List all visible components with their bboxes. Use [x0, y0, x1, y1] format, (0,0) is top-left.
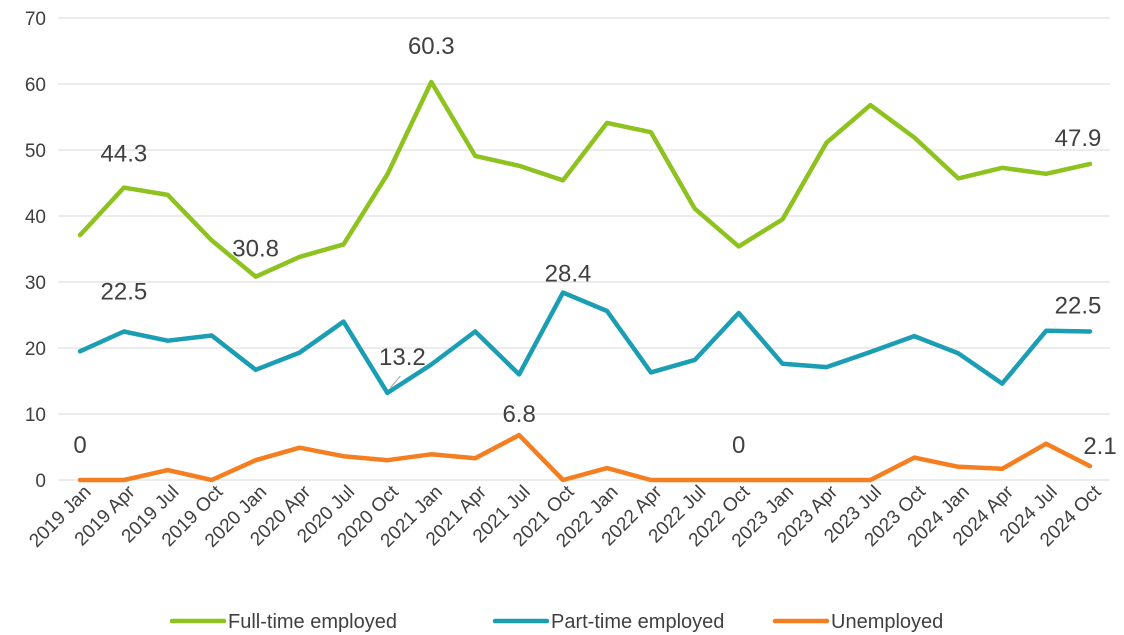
- data-labels: 44.3 30.8 60.3 47.9 22.5 13.2 28.4 22.5 0 6.8 0 2.1: [73, 33, 1116, 460]
- data-label: 60.3: [408, 33, 455, 60]
- y-tick-label: 40: [25, 207, 46, 228]
- y-tick-label: 0: [35, 471, 46, 492]
- data-label: 30.8: [232, 236, 279, 263]
- data-label: 2.1: [1083, 433, 1116, 460]
- y-tick-label: 70: [25, 9, 46, 30]
- data-label: 6.8: [502, 401, 535, 428]
- data-label: 22.5: [1055, 293, 1102, 320]
- y-tick-label: 30: [25, 273, 46, 294]
- y-tick-label: 20: [25, 339, 46, 360]
- legend-label: Part-time employed: [551, 611, 724, 633]
- gridlines: [58, 18, 1110, 480]
- legend-label: Full-time employed: [228, 611, 397, 633]
- data-label: 0: [732, 432, 745, 459]
- data-label: 47.9: [1055, 125, 1102, 152]
- y-tick-label: 50: [25, 141, 46, 162]
- data-label: 22.5: [101, 279, 148, 306]
- legend-label: Unemployed: [831, 611, 943, 633]
- legend: Full-time employed Part-time employed Unem…: [172, 611, 943, 633]
- data-label: 0: [73, 432, 86, 459]
- data-label: 13.2: [379, 344, 426, 371]
- data-label: 44.3: [101, 141, 148, 168]
- series-line-part-time-employed: [80, 293, 1090, 393]
- y-tick-label: 60: [25, 75, 46, 96]
- y-axis-ticks: 0 10 20 30 40 50 60 70: [25, 9, 46, 492]
- y-tick-label: 10: [25, 405, 46, 426]
- series-line-unemployed: [80, 435, 1090, 480]
- data-label: 28.4: [545, 261, 592, 288]
